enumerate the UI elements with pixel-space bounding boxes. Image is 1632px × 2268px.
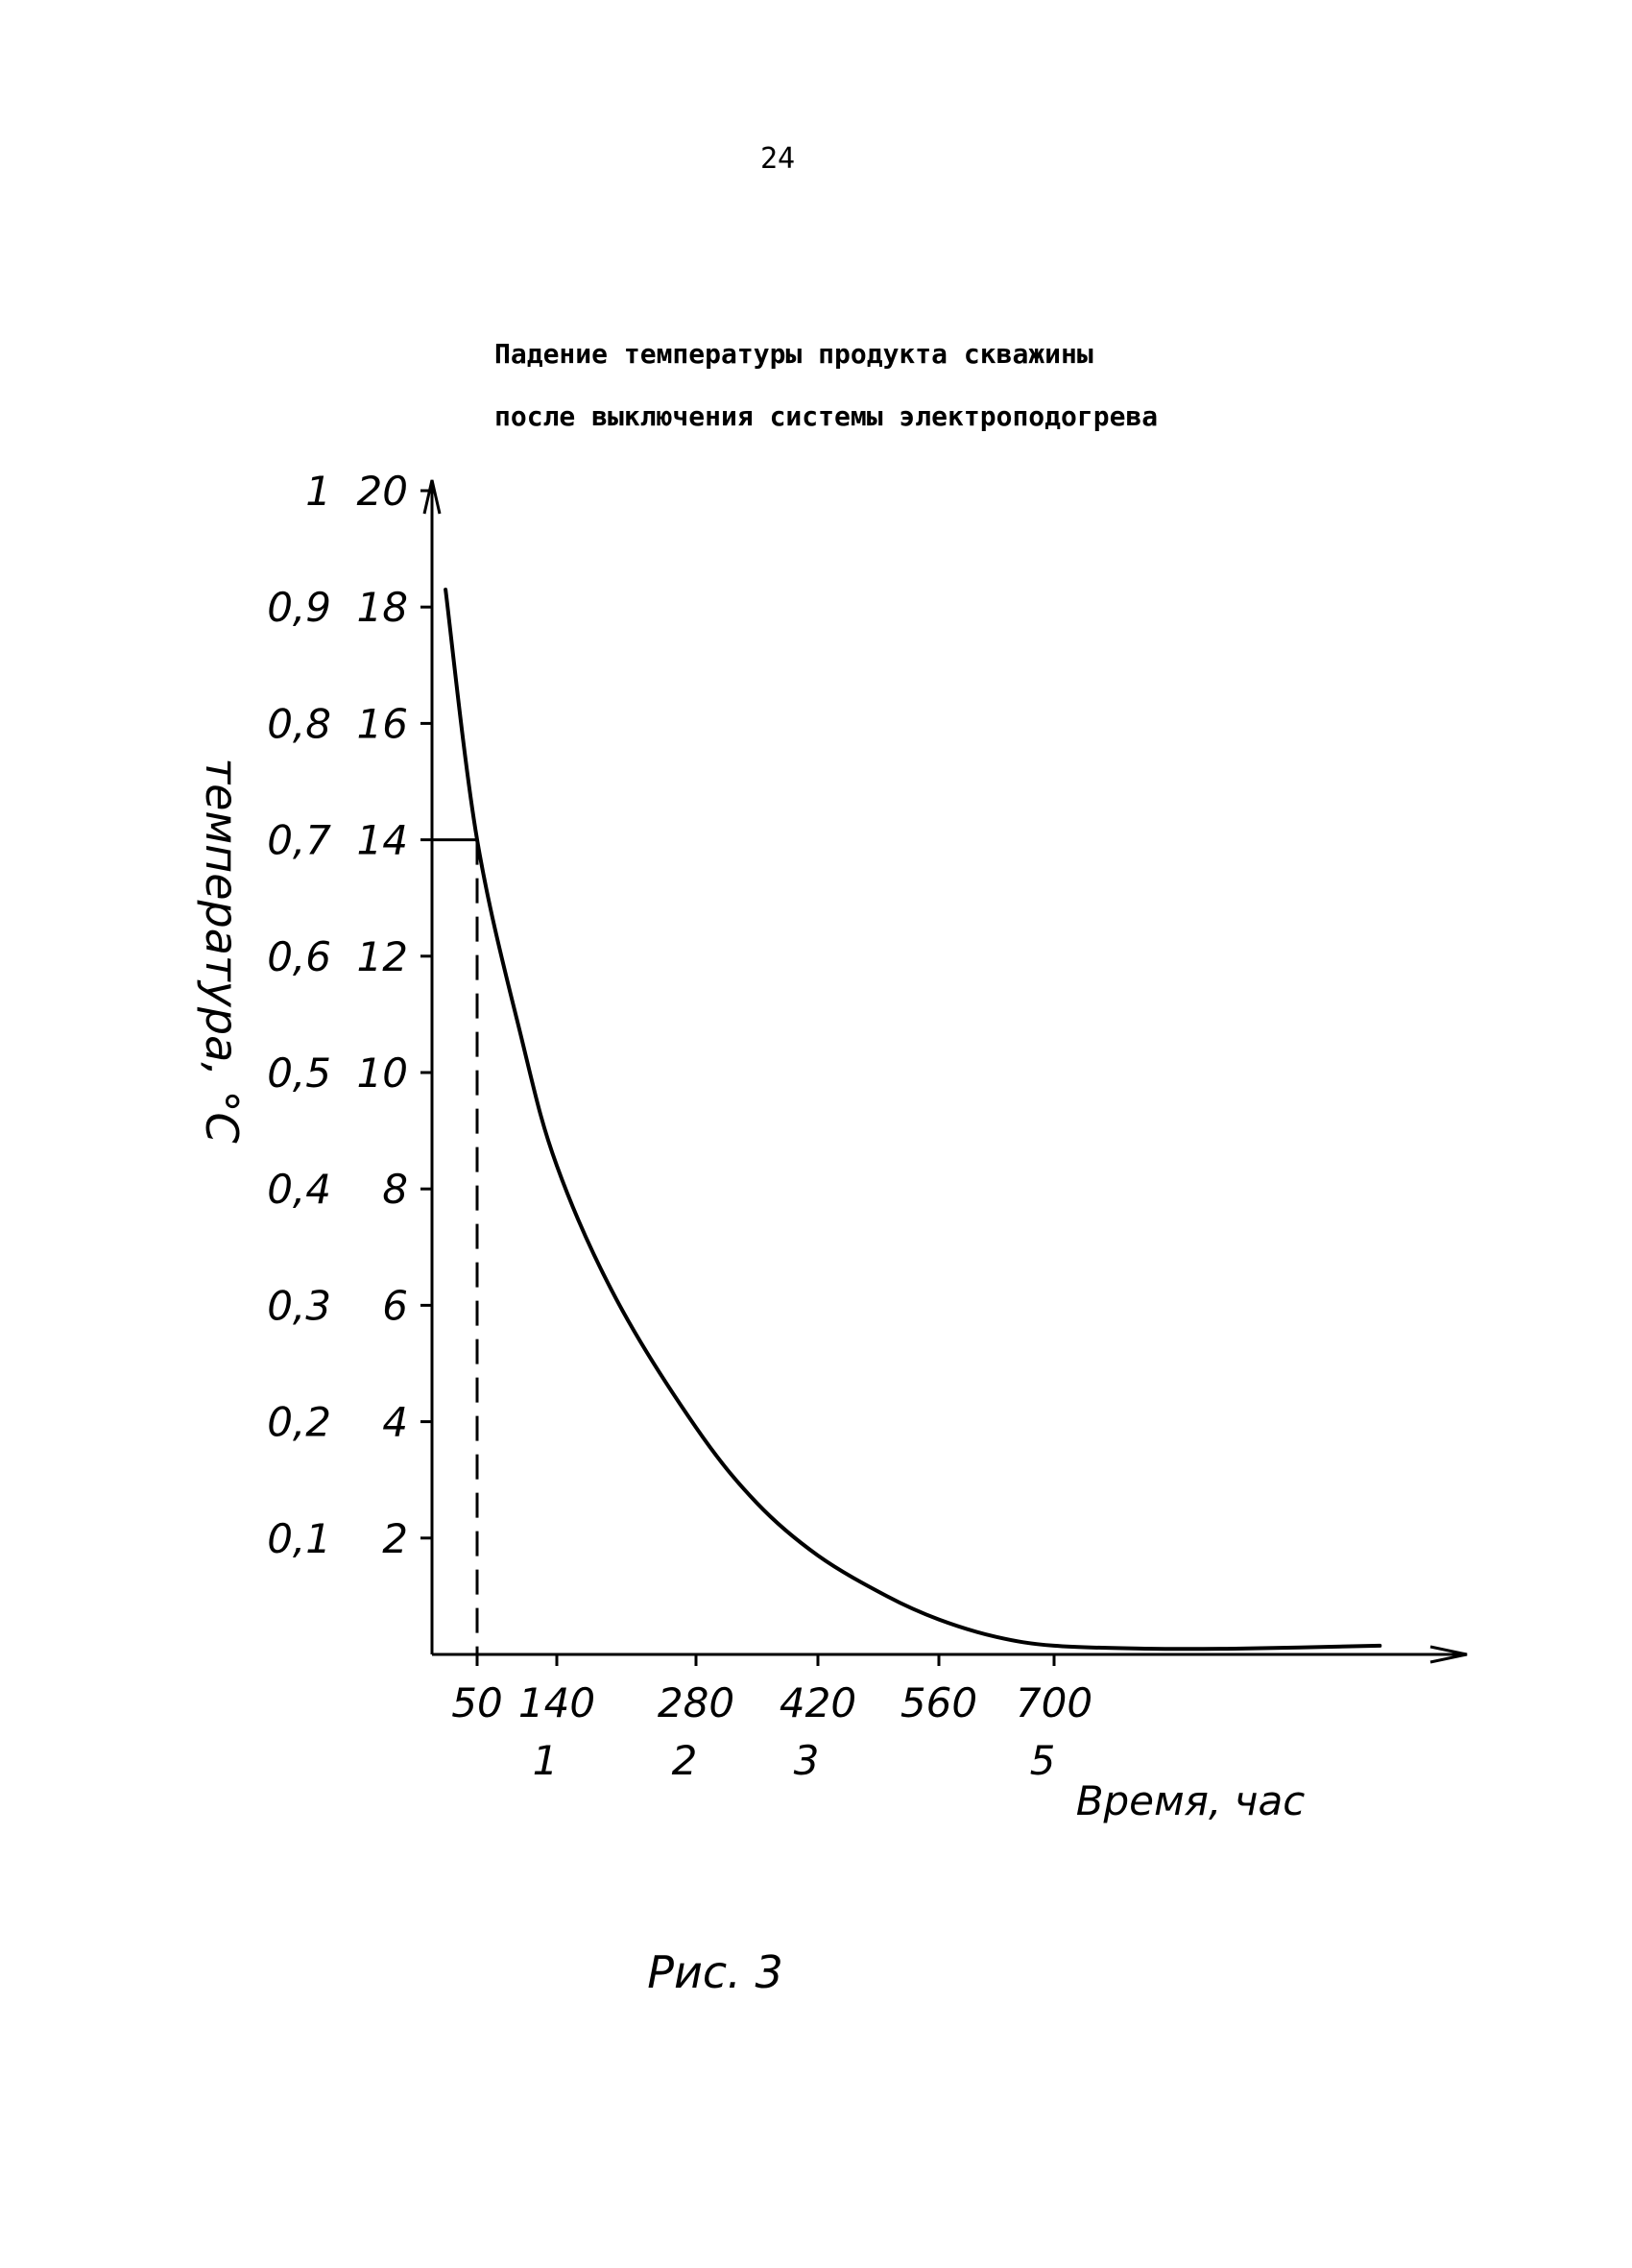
x-tick-label: 420 [780, 1679, 856, 1726]
ticks: 20,140,260,380,4100,5120,6140,7160,8180,… [267, 468, 1092, 1784]
y-tick-label-secondary: 0,3 [267, 1282, 331, 1329]
reference-lines [432, 838, 479, 1654]
chart-title-line-1: Падение температуры продукта скважины [494, 338, 1093, 370]
x-tick-label-secondary: 2 [672, 1737, 698, 1784]
x-tick-label: 280 [658, 1679, 734, 1726]
y-tick-label: 20 [357, 468, 408, 515]
y-tick-label-secondary: 0,9 [267, 584, 331, 631]
x-axis-label: Время, час [1076, 1777, 1306, 1824]
x-tick-label-secondary: 1 [533, 1737, 559, 1784]
y-tick-label: 16 [357, 700, 408, 747]
y-tick-label: 10 [357, 1050, 408, 1097]
x-axis-arrow [1429, 1645, 1468, 1664]
x-tick-label: 50 [451, 1679, 502, 1726]
y-tick-label: 14 [357, 817, 408, 864]
y-tick-label: 6 [382, 1282, 408, 1329]
series [444, 588, 1382, 1652]
x-tick-label: 140 [518, 1679, 595, 1726]
x-tick-label-secondary: 3 [794, 1737, 820, 1784]
y-tick-label: 4 [382, 1399, 408, 1446]
chart-title-line-2: после выключения системы электроподогрев… [494, 400, 1158, 432]
x-tick-label-secondary: 5 [1030, 1737, 1056, 1784]
y-tick-label-secondary: 0,2 [267, 1399, 331, 1446]
series-line [444, 588, 1382, 1652]
y-tick-label-secondary: 0,6 [267, 933, 331, 980]
y-tick-label: 12 [357, 933, 408, 980]
y-tick-label-secondary: 0,4 [267, 1166, 331, 1213]
y-tick-label: 2 [382, 1515, 408, 1562]
x-tick-label: 560 [900, 1679, 977, 1726]
y-tick-label: 8 [382, 1166, 408, 1213]
y-tick-label-secondary: 1 [305, 468, 331, 515]
figure-caption: Рис. 3 [647, 1946, 782, 1998]
y-tick-label-secondary: 0,1 [267, 1515, 331, 1562]
y-tick-label-secondary: 0,8 [267, 700, 331, 747]
y-axis-arrow [422, 479, 442, 515]
y-tick-label: 18 [357, 584, 408, 631]
page-number: 24 [760, 142, 795, 176]
x-tick-label: 700 [1016, 1679, 1092, 1726]
y-tick-label-secondary: 0,5 [267, 1050, 331, 1097]
y-axis-label: температура, °С [196, 758, 248, 1143]
y-tick-label-secondary: 0,7 [267, 817, 331, 864]
axes [422, 479, 1468, 1664]
